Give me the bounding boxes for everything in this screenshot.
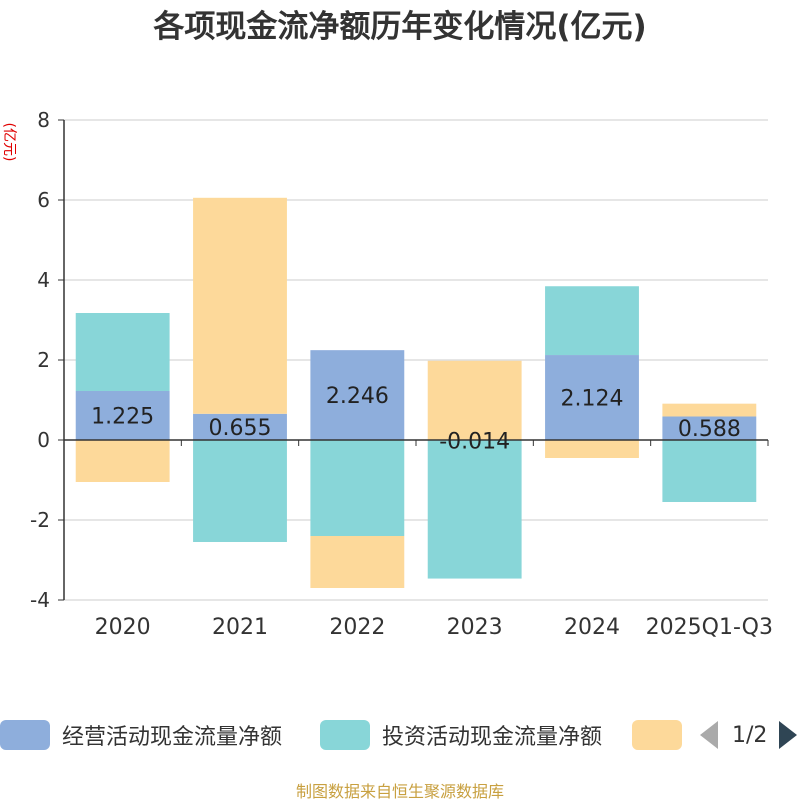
legend-next-page-icon[interactable] [779, 721, 798, 749]
bar-series2-2021 [193, 197, 287, 414]
y-tick-label: 4 [37, 268, 50, 292]
data-label: 0.588 [678, 417, 741, 442]
x-tick-label: 2024 [564, 615, 620, 640]
bar-series2-2024 [545, 440, 639, 458]
bar-series2-2020 [75, 440, 170, 482]
bar-series1-2020 [75, 313, 170, 391]
x-tick-label: 2022 [329, 615, 385, 640]
bar-series1-2021 [193, 440, 287, 542]
bar-series1-2022 [310, 440, 405, 536]
data-label: 1.225 [91, 405, 154, 430]
legend-page-indicator: 1/2 [732, 722, 768, 748]
data-label: -0.014 [439, 429, 510, 454]
legend-item-investing[interactable]: 投资活动现金流量净额 [320, 716, 602, 754]
legend-item-operating[interactable]: 经营活动现金流量净额 [0, 716, 282, 754]
legend-pager: 1/2 [700, 716, 798, 754]
bar-series1-2024 [545, 286, 639, 356]
bar-series1-2025Q1-Q3 [662, 440, 757, 502]
x-tick-label: 2025Q1-Q3 [646, 615, 773, 640]
bar-series0-2022 [310, 350, 405, 440]
x-tick-label: 2023 [447, 615, 503, 640]
legend: 经营活动现金流量净额 投资活动现金流量净额 1/2 [0, 716, 800, 754]
y-tick-label: 0 [37, 428, 50, 452]
y-tick-label: -4 [30, 588, 50, 612]
data-label: 2.124 [561, 387, 624, 412]
legend-label-operating: 经营活动现金流量净额 [62, 725, 283, 750]
bar-series2-2023 [427, 360, 522, 440]
data-label: 2.246 [326, 384, 389, 409]
legend-item-financing[interactable] [632, 716, 682, 754]
legend-swatch-financing [632, 720, 682, 750]
legend-swatch-investing [320, 720, 370, 750]
y-tick-label: -2 [30, 508, 50, 532]
x-tick-label: 2021 [212, 615, 268, 640]
x-tick-label: 2020 [95, 615, 151, 640]
chart-title: 各项现金流净额历年变化情况(亿元) [153, 9, 647, 45]
bar-series0-2021 [193, 413, 287, 440]
y-tick-label: 8 [37, 108, 50, 132]
bar-chart: -4 -2 0 2 4 6 8 2020 2021 2022 2023 2024 2025Q1-Q3 1.… [30, 108, 773, 640]
bar-series1-2023 [427, 440, 522, 579]
legend-label-investing: 投资活动现金流量净额 [382, 725, 603, 750]
bar-series0-2025Q1-Q3 [662, 416, 757, 440]
data-source-note: 制图数据来自恒生聚源数据库 [295, 782, 504, 801]
legend-swatch-operating [0, 720, 50, 750]
legend-prev-page-icon[interactable] [700, 721, 718, 749]
data-label: 0.655 [209, 416, 272, 441]
bar-series2-2022 [310, 536, 405, 588]
y-tick-label: 6 [37, 188, 50, 212]
bar-series0-2020 [75, 391, 170, 440]
bar-series2-2025Q1-Q3 [662, 403, 757, 417]
bar-series0-2024 [545, 355, 639, 440]
y-tick-label: 2 [37, 348, 50, 372]
